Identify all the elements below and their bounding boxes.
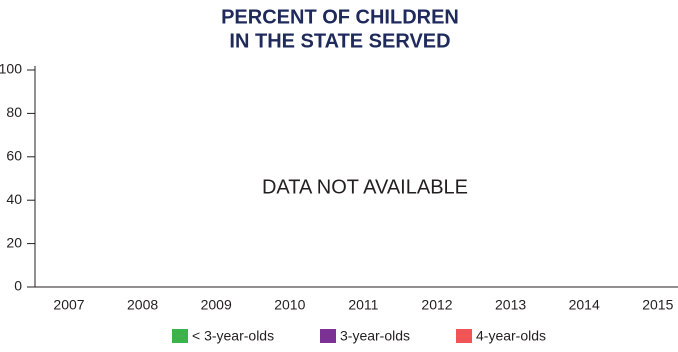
- legend-label: 4-year-olds: [476, 328, 546, 344]
- x-tick-label: 2008: [127, 297, 158, 313]
- x-tick-label: 2015: [642, 297, 673, 313]
- legend-label: 3-year-olds: [340, 328, 410, 344]
- x-tick-label: 2013: [495, 297, 526, 313]
- legend-swatch: [320, 329, 336, 343]
- x-tick-label: 2011: [348, 297, 378, 313]
- x-tick-label: 2012: [421, 297, 452, 313]
- y-tick-label: 100: [0, 61, 22, 77]
- y-tick-label: 60: [6, 148, 22, 164]
- x-tick-label: 2007: [53, 297, 84, 313]
- chart-title: IN THE STATE SERVED: [229, 30, 450, 52]
- y-tick-label: 40: [6, 191, 22, 207]
- x-tick-label: 2010: [274, 297, 305, 313]
- x-tick-label: 2009: [201, 297, 232, 313]
- annotation: DATA NOT AVAILABLE: [262, 176, 468, 198]
- x-tick-label: 2014: [569, 297, 600, 313]
- chart-title: PERCENT OF CHILDREN: [221, 6, 459, 28]
- y-tick-label: 20: [6, 234, 22, 250]
- y-tick-label: 0: [14, 278, 22, 294]
- y-tick-label: 80: [6, 104, 22, 120]
- legend-swatch: [172, 329, 188, 343]
- legend-swatch: [456, 329, 472, 343]
- legend-label: < 3-year-olds: [192, 328, 274, 344]
